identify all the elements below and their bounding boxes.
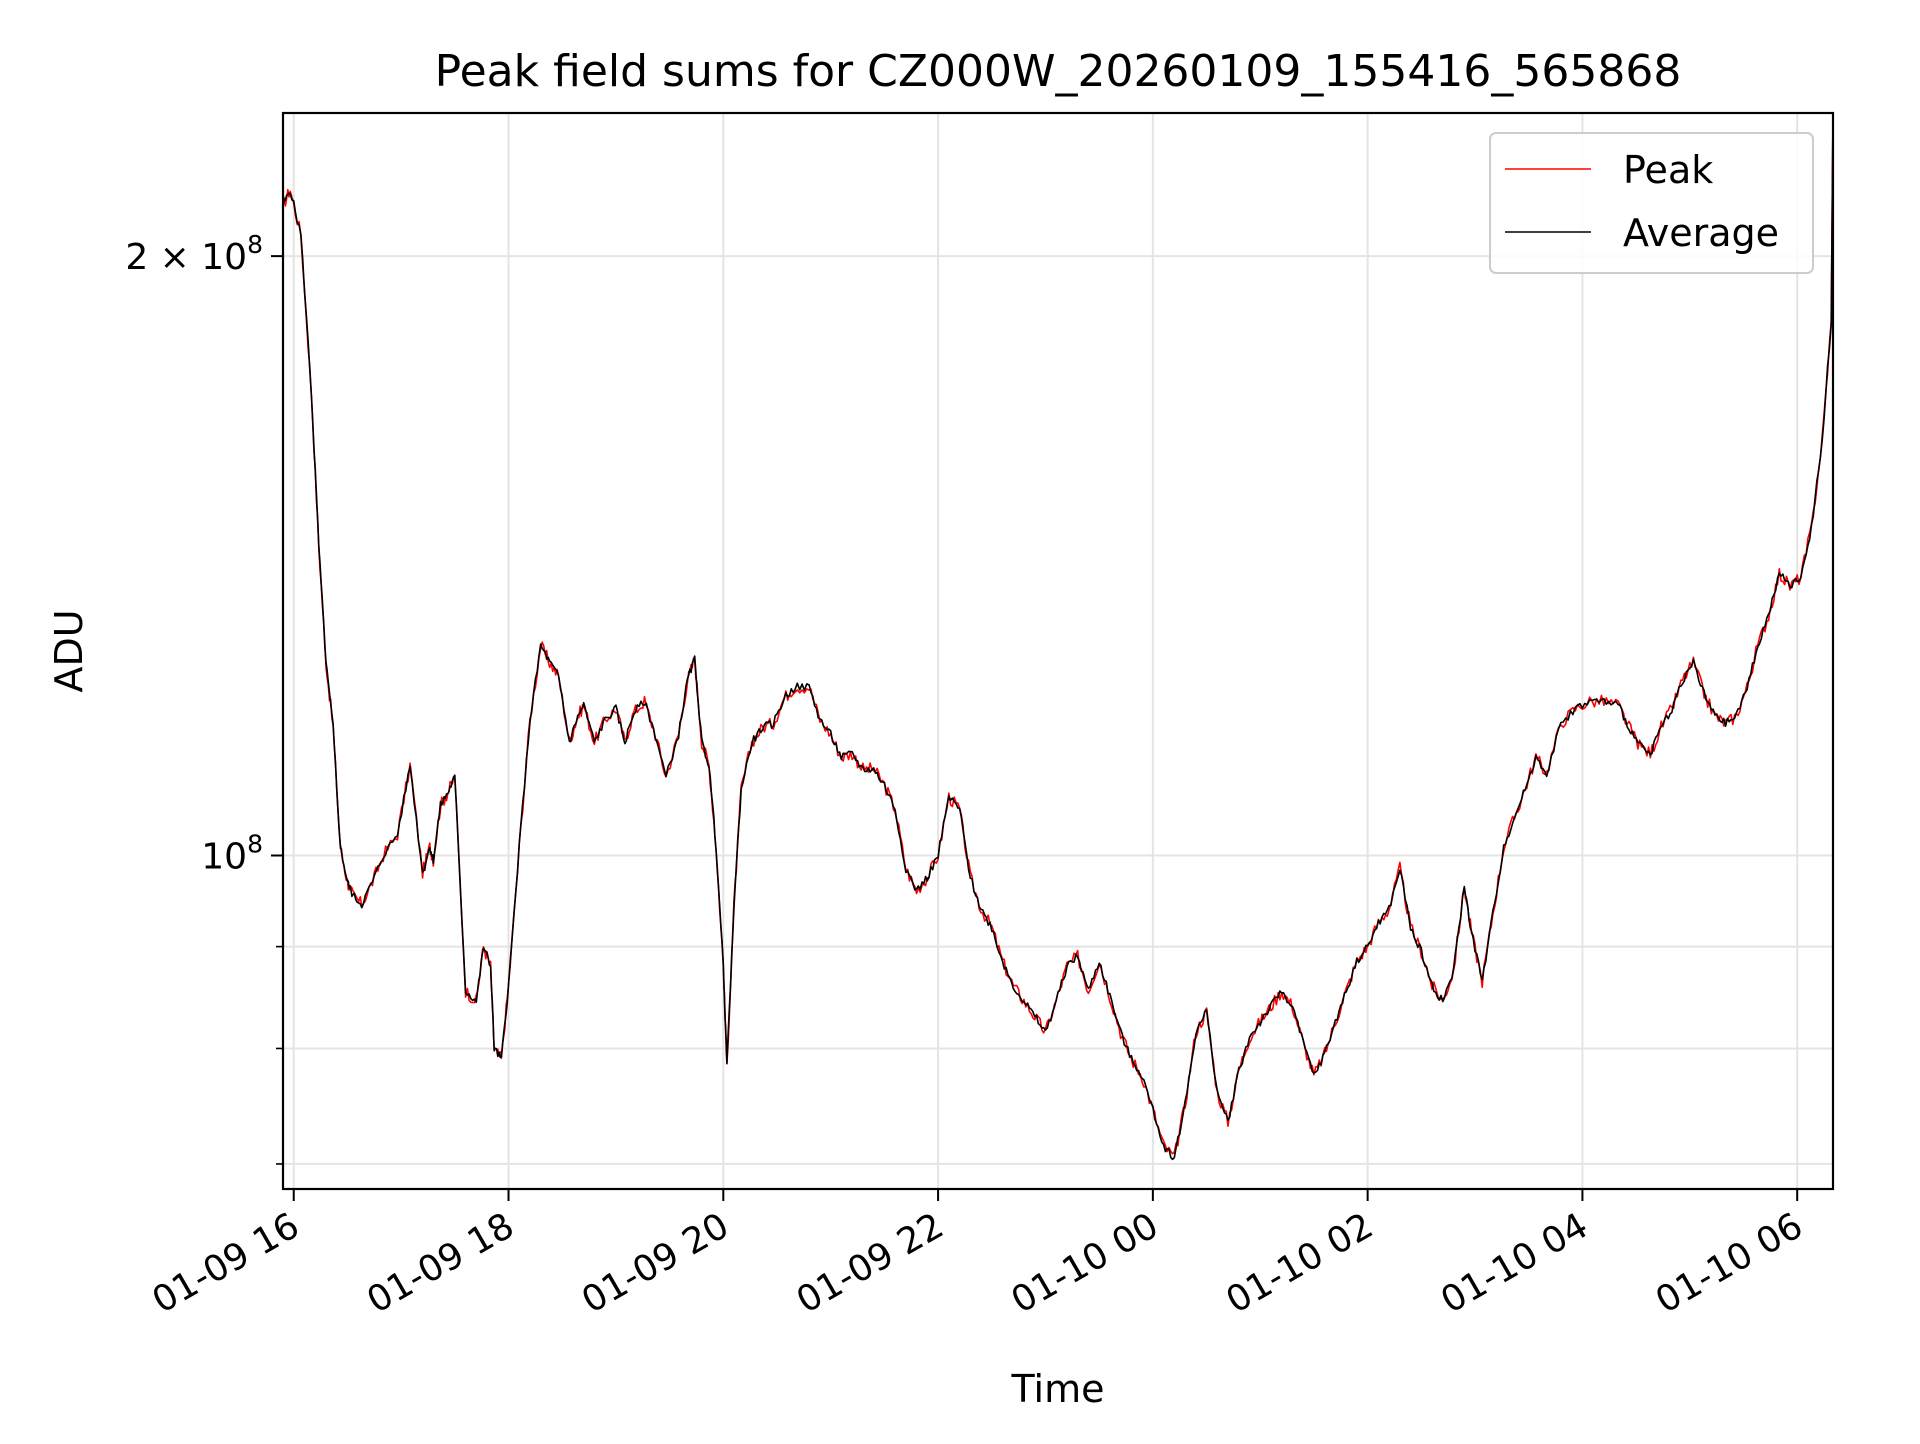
- chart-title: Peak field sums for CZ000W_20260109_1554…: [435, 46, 1682, 97]
- legend: Peak Average: [1489, 132, 1814, 274]
- plot-frame: [281, 111, 1835, 1191]
- y-axis-label: ADU: [47, 609, 91, 692]
- legend-peak-label: Peak: [1623, 148, 1713, 192]
- y-tick-exponent: 8: [247, 830, 263, 859]
- y-tick-label: 2 × 108: [125, 230, 263, 278]
- x-axis-label: Time: [1011, 1367, 1105, 1411]
- y-tick-base: 10: [201, 237, 247, 278]
- y-tick-base: 10: [201, 837, 247, 878]
- series-average-line: [282, 112, 1834, 1161]
- y-tick-mantissa: 2 ×: [125, 237, 201, 278]
- legend-average-label: Average: [1623, 211, 1779, 255]
- plot-series: [282, 112, 1834, 1161]
- y-tick-label: 108: [201, 830, 263, 878]
- y-tick-exponent: 8: [247, 230, 263, 259]
- legend-box: [1489, 132, 1814, 274]
